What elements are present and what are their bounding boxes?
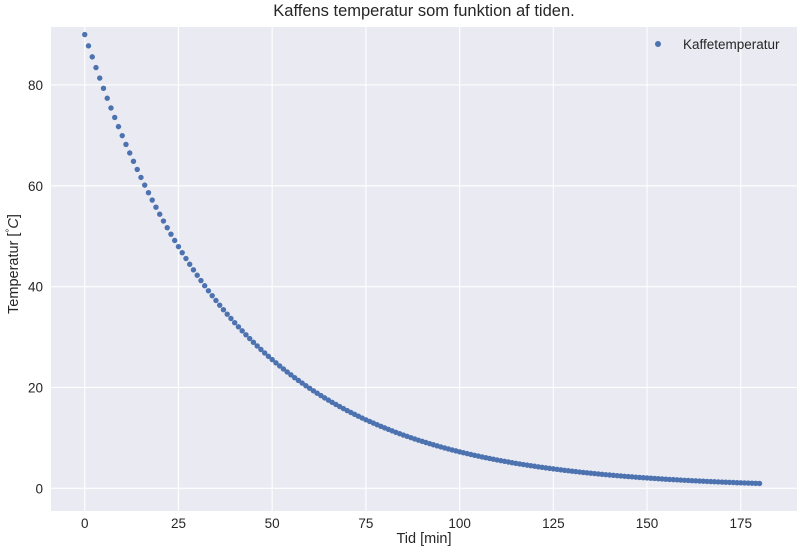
y-axis-label: Temperatur [°C] <box>5 214 22 314</box>
data-point <box>115 123 122 130</box>
data-point <box>235 324 242 330</box>
data-point <box>228 315 234 322</box>
x-tick-label: 50 <box>265 516 280 531</box>
y-tick-label: 80 <box>28 78 43 93</box>
data-point <box>190 267 197 273</box>
data-point <box>273 360 279 366</box>
legend-marker <box>655 41 661 47</box>
data-point <box>104 95 110 101</box>
data-point <box>265 353 272 360</box>
y-tick-labels: 0 20 40 60 80 <box>28 78 43 496</box>
y-axis-label-degree: ° <box>5 229 16 233</box>
data-point <box>198 277 204 284</box>
data-point <box>280 366 287 372</box>
plot-area <box>51 27 797 511</box>
data-point <box>157 211 163 217</box>
data-point <box>288 372 294 378</box>
legend-label: Kaffetemperatur <box>683 37 780 52</box>
data-point <box>130 158 137 165</box>
data-point <box>224 311 230 317</box>
data-point <box>194 272 200 278</box>
x-tick-label: 0 <box>81 516 89 531</box>
data-point <box>145 189 152 196</box>
data-point <box>284 369 290 375</box>
x-tick-label: 25 <box>171 516 186 531</box>
data-point <box>201 283 208 289</box>
data-point <box>172 237 178 244</box>
x-tick-label: 150 <box>636 516 659 531</box>
y-tick-label: 20 <box>28 380 43 395</box>
data-point <box>153 204 159 210</box>
data-point <box>160 218 167 224</box>
data-point <box>82 31 88 38</box>
data-point <box>276 363 283 369</box>
x-axis-label: Tid [min] <box>396 531 451 547</box>
data-point <box>93 64 99 71</box>
data-point <box>119 132 125 139</box>
data-point <box>142 182 148 188</box>
data-point <box>220 307 227 313</box>
data-point <box>250 339 257 346</box>
x-tick-label: 100 <box>448 516 471 531</box>
chart-title: Kaffens temperatur som funktion af tiden… <box>273 2 574 20</box>
data-point <box>295 377 302 384</box>
data-point <box>127 150 133 156</box>
data-point <box>89 54 95 60</box>
data-point <box>291 374 298 381</box>
data-point <box>168 231 174 237</box>
y-tick-label: 40 <box>28 280 43 295</box>
data-point <box>164 224 170 231</box>
y-tick-label: 0 <box>35 481 43 496</box>
data-point <box>100 85 107 91</box>
y-axis-label-unit: C <box>6 218 22 229</box>
data-point <box>258 346 264 353</box>
data-point <box>175 243 182 250</box>
data-point <box>112 114 118 121</box>
x-tick-label: 75 <box>358 516 373 531</box>
data-points <box>82 31 763 487</box>
data-point <box>261 350 268 356</box>
data-point <box>254 343 260 349</box>
data-point <box>134 166 140 173</box>
grid-lines <box>51 27 797 511</box>
data-point <box>123 141 129 148</box>
data-point <box>108 105 114 111</box>
data-point <box>231 320 238 326</box>
data-point <box>756 480 763 487</box>
data-point <box>97 75 103 81</box>
data-point <box>85 43 92 49</box>
data-point <box>187 261 193 267</box>
x-tick-label: 175 <box>730 516 753 531</box>
data-point <box>269 356 275 363</box>
legend: Kaffetemperatur <box>655 37 780 52</box>
data-point <box>205 288 212 294</box>
data-point <box>138 174 144 181</box>
data-point <box>239 328 245 334</box>
data-point <box>243 332 249 338</box>
data-point <box>179 249 185 256</box>
x-tick-label: 125 <box>542 516 565 531</box>
data-point <box>299 380 305 386</box>
x-tick-labels: 0 25 50 75 100 125 150 175 <box>81 516 752 531</box>
data-point <box>209 292 215 299</box>
data-point <box>213 297 219 304</box>
data-point <box>216 302 223 308</box>
data-point <box>149 197 155 203</box>
data-point <box>183 255 189 262</box>
y-axis-label-close: ] <box>6 214 22 218</box>
data-point <box>246 335 253 342</box>
y-tick-label: 60 <box>28 179 43 194</box>
y-axis-label-text: Temperatur [ <box>6 233 22 314</box>
